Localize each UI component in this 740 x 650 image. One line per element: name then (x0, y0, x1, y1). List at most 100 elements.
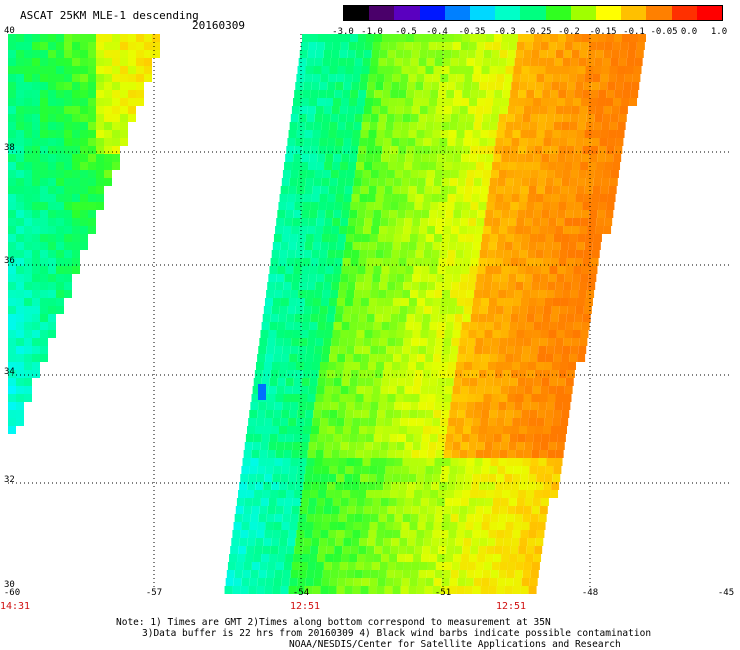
swath-cell (415, 250, 424, 258)
swath-cell (458, 570, 467, 578)
swath-cell (549, 98, 558, 106)
swath-cell (423, 482, 432, 490)
swath-cell (526, 546, 535, 554)
swath-cell (524, 218, 533, 226)
colorbar-swatch (696, 6, 723, 20)
swath-cell (266, 402, 275, 410)
swath-cell (334, 202, 343, 210)
swath-cell (511, 138, 520, 146)
swath-cell (8, 410, 16, 418)
swath-cell (278, 202, 287, 210)
swath-cell (391, 426, 400, 434)
swath-cell (568, 130, 577, 138)
swath-cell (408, 474, 417, 482)
swath-cell (8, 154, 16, 162)
swath-cell (430, 490, 439, 498)
swath-cell (382, 258, 391, 266)
swath-cell (16, 418, 24, 426)
swath-cell (534, 202, 543, 210)
swath-cell (266, 290, 275, 298)
swath-cell (356, 498, 365, 506)
swath-cell (251, 450, 260, 458)
swath-cell (494, 34, 502, 42)
swath-cell (346, 346, 355, 354)
swath-cell (381, 554, 390, 562)
swath-cell (573, 266, 582, 274)
swath-cell (462, 490, 471, 498)
swath-cell (465, 410, 474, 418)
swath-cell (120, 34, 128, 42)
swath-cell (547, 450, 556, 458)
swath-cell (56, 98, 64, 106)
swath-cell (506, 58, 515, 66)
swath-cell (419, 282, 428, 290)
swath-cell (498, 570, 507, 578)
swath-cell (551, 426, 560, 434)
swath-cell (8, 274, 16, 282)
swath-cell (477, 554, 486, 562)
swath-cell (546, 114, 555, 122)
swath-cell (260, 442, 269, 450)
swath-cell (362, 290, 371, 298)
swath-cell (551, 362, 560, 370)
swath-cell (528, 530, 537, 538)
swath-cell (316, 42, 325, 50)
swath-cell (16, 394, 24, 402)
swath-cell (88, 162, 96, 170)
swath-cell (287, 250, 296, 258)
swath-cell (404, 442, 413, 450)
swath-cell (275, 562, 284, 570)
swath-cell (24, 338, 32, 346)
swath-cell (345, 578, 354, 586)
swath-cell (535, 250, 544, 258)
swath-cell (128, 34, 136, 42)
swath-cell (410, 346, 419, 354)
swath-cell (432, 418, 441, 426)
swath-cell (450, 402, 459, 410)
swath-cell (385, 522, 394, 530)
swath-cell (545, 66, 554, 74)
swath-cell (430, 546, 439, 554)
swath-cell (390, 34, 398, 42)
swath-cell (540, 274, 549, 282)
swath-cell (318, 370, 327, 378)
swath-cell (338, 58, 347, 66)
swath-cell (333, 154, 342, 162)
swath-cell (570, 58, 579, 66)
swath-cell (332, 442, 341, 450)
swath-cell (493, 210, 502, 218)
swath-cell (459, 338, 468, 346)
swath-cell (96, 82, 104, 90)
swath-cell (112, 74, 120, 82)
swath-cell (508, 162, 517, 170)
swath-cell (398, 490, 407, 498)
swath-cell (537, 66, 546, 74)
swath-cell (301, 554, 310, 562)
swath-cell (544, 242, 553, 250)
swath-cell (588, 42, 597, 50)
swath-cell (477, 434, 486, 442)
swath-cell (522, 346, 531, 354)
swath-cell (272, 530, 281, 538)
swath-cell (468, 442, 477, 450)
swath-cell (598, 34, 606, 42)
swath-cell (510, 258, 519, 266)
swath-cell (378, 170, 387, 178)
swath-cell (319, 82, 328, 90)
swath-cell (574, 258, 583, 266)
swath-cell (562, 402, 571, 410)
swath-cell (561, 66, 570, 74)
swath-cell (497, 122, 506, 130)
swath-cell (630, 34, 638, 42)
swath-cell (507, 282, 516, 290)
swath-cell (260, 498, 269, 506)
swath-cell (268, 498, 277, 506)
swath-cell (453, 554, 462, 562)
swath-cell (48, 282, 56, 290)
swath-cell (324, 162, 333, 170)
swath-cell (469, 98, 478, 106)
swath-cell (340, 330, 349, 338)
swath-cell (512, 242, 521, 250)
swath-cell (412, 218, 421, 226)
swath-cell (491, 450, 500, 458)
